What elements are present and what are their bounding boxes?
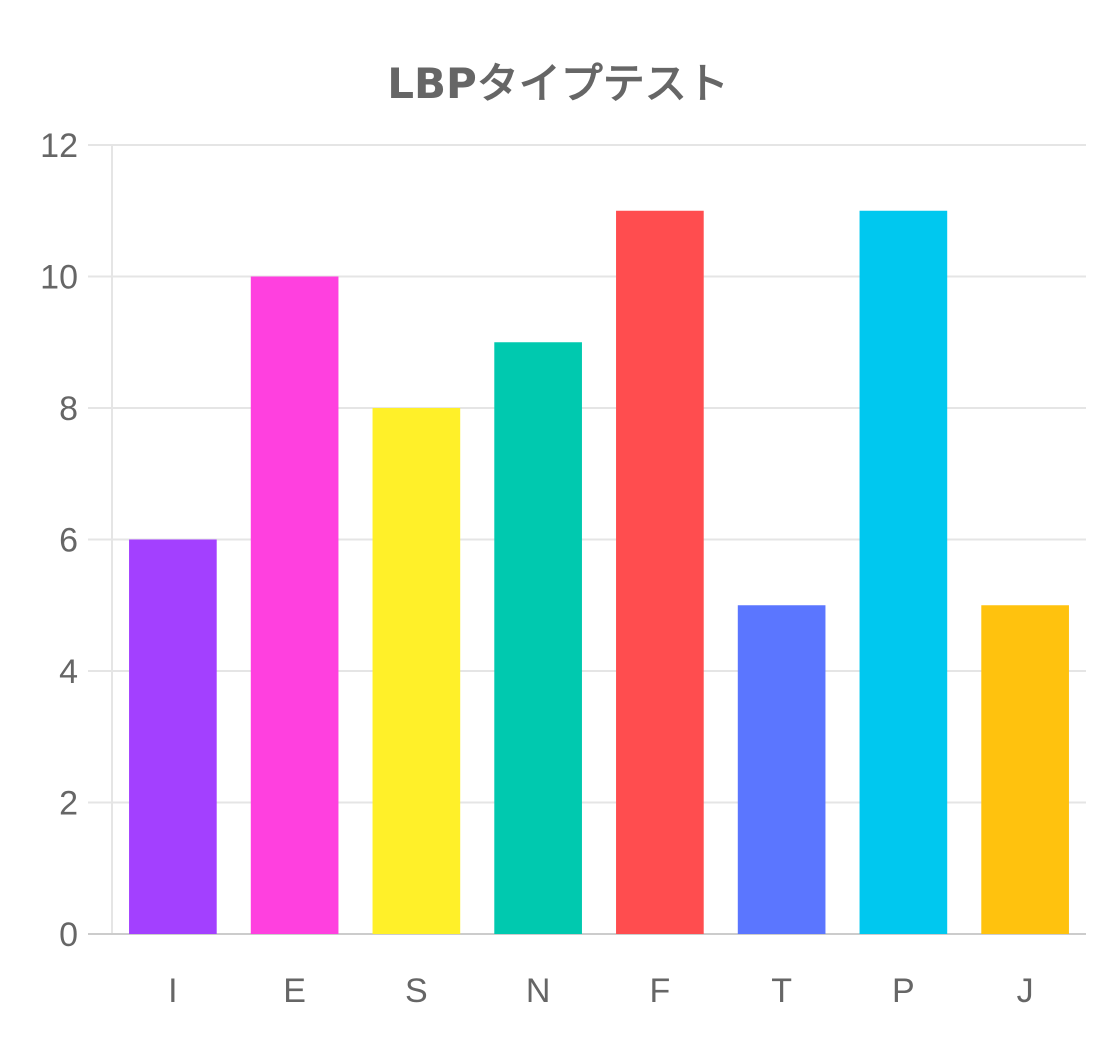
x-tick-label: I [168, 972, 177, 1010]
y-tick-label: 6 [59, 522, 78, 560]
x-tick-label: T [771, 972, 792, 1010]
y-tick-label: 0 [59, 916, 78, 954]
bar-p [859, 210, 948, 934]
y-tick-label: 4 [59, 653, 78, 691]
bar-e [250, 276, 339, 934]
y-tick-labels: 0 2 4 6 8 10 12 [40, 127, 78, 954]
bar-j [981, 605, 1069, 934]
x-tick-label: F [649, 972, 670, 1010]
bar-s [372, 408, 461, 934]
bars [129, 210, 1069, 934]
bar-t [737, 605, 826, 934]
x-tick-label: E [283, 972, 306, 1010]
bar-n [494, 342, 582, 934]
x-tick-label: S [405, 972, 428, 1010]
x-tick-label: P [892, 972, 915, 1010]
bar-f [616, 210, 704, 934]
chart-title: LBPタイプテスト [387, 59, 729, 108]
x-tick-label: J [1017, 972, 1034, 1010]
y-tick-label: 8 [59, 390, 78, 428]
y-tick-label: 12 [40, 127, 78, 165]
y-tick-label: 10 [40, 259, 78, 297]
bar-i [129, 539, 217, 934]
y-tick-label: 2 [59, 785, 78, 823]
x-tick-label: N [526, 972, 551, 1010]
